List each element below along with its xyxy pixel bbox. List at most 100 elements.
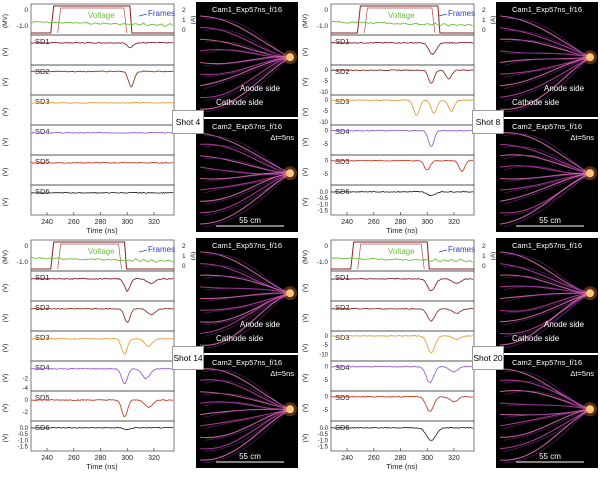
anode-glow — [586, 53, 594, 62]
streamer — [499, 292, 591, 323]
sd-name-label: SD3 — [35, 333, 50, 342]
x-tick-label: 300 — [121, 219, 133, 226]
sd-axis-unit: (V) — [2, 374, 9, 383]
frames-label: Frames — [448, 245, 475, 254]
streamer — [199, 56, 291, 65]
shot-panel: (MV) 0 -1.0 2 1 0 (A) Voltage Frames SD1 (V) SD2 (V)… — [302, 238, 598, 471]
sd-tick-label: -0.5 — [318, 432, 329, 438]
streamer — [503, 18, 591, 58]
anode-label: Anode side — [544, 320, 585, 329]
scale-label: 55 cm — [239, 452, 261, 461]
voltage-trace — [30, 256, 173, 264]
camera-label: Cam1_Exp57ns_f/16 — [512, 241, 582, 250]
streamer — [503, 56, 591, 90]
streamer — [503, 154, 591, 174]
voltage-axis-unit: (MV) — [2, 250, 9, 264]
sd-tick-label: 0 — [325, 129, 329, 135]
voltage-tick-label: -1.0 — [317, 23, 329, 30]
sd-tick-label: -2 — [23, 410, 29, 416]
x-axis-label: Time (ns) — [386, 226, 418, 235]
current-tick-label: 2 — [482, 243, 486, 250]
shot-panel: (MV) 0 -1.0 2 1 0 (A) Voltage Frames SD1 (V) SD2 (V)… — [2, 238, 298, 471]
scale-label: 55 cm — [539, 216, 561, 225]
sd-trace — [30, 161, 174, 164]
sd-plot-frame — [330, 270, 475, 302]
streamer — [203, 172, 291, 205]
sd-name-label: SD1 — [335, 273, 350, 282]
streamer — [499, 285, 591, 294]
anode-glow — [586, 169, 594, 178]
sd-axis-unit: (V) — [302, 48, 309, 57]
current-axis-unit: (A) — [190, 252, 197, 261]
streamer — [499, 408, 591, 450]
sd-plot-frame — [30, 420, 175, 452]
streamer — [503, 292, 591, 337]
sd-plot-frame — [30, 154, 175, 186]
streamer — [503, 380, 591, 410]
sd-trace — [330, 190, 474, 197]
sd-name-label: SD3 — [335, 97, 350, 106]
streamer — [503, 56, 591, 113]
sd-trace — [330, 307, 474, 322]
streamer — [503, 292, 591, 302]
sd-trace — [30, 307, 174, 323]
streamer — [199, 408, 291, 450]
sd-axis-unit: (V) — [302, 374, 309, 383]
x-tick-label: 240 — [41, 219, 53, 226]
scale-label: 55 cm — [239, 216, 261, 225]
anode-glow — [283, 166, 297, 181]
anode-glow — [283, 402, 297, 417]
frames-label: Frames — [148, 245, 175, 254]
streamer — [203, 275, 291, 294]
sd-trace — [30, 191, 174, 194]
streamer — [203, 135, 291, 174]
sd-axis-unit: (V) — [302, 404, 309, 413]
shot-label: Shot 20 — [472, 346, 504, 370]
sd-tick-label: -5 — [323, 142, 329, 148]
sd-name-label: SD5 — [35, 393, 50, 402]
sd-name-label: SD4 — [335, 363, 350, 372]
x-tick-label: 320 — [448, 219, 460, 226]
sd-name-label: SD3 — [35, 97, 50, 106]
sd-plot-frame — [330, 300, 475, 332]
streamer — [203, 369, 291, 410]
voltage-axis-unit: (MV) — [302, 250, 309, 264]
streamer — [499, 56, 591, 87]
anode-glow — [286, 169, 294, 178]
sd-trace — [331, 395, 474, 412]
x-tick-label: 240 — [341, 455, 353, 462]
sd-axis-unit: (V) — [302, 108, 309, 117]
sd-name-label: SD5 — [335, 393, 350, 402]
sd-plot-frame — [330, 390, 475, 422]
streamer — [199, 286, 291, 294]
sd-plot-frame — [330, 184, 475, 216]
voltage-label: Voltage — [88, 247, 115, 256]
streamer — [199, 56, 291, 110]
sd-tick-label: -5 — [323, 172, 329, 178]
dt-label: Δt=5ns — [270, 133, 294, 142]
sd-axis-unit: (V) — [302, 78, 309, 87]
current-tick-label: 2 — [482, 7, 486, 14]
sd-plot-frame — [330, 420, 475, 452]
sd-name-label: SD4 — [335, 127, 350, 136]
current-tick-label: 2 — [182, 7, 186, 14]
camera-label: Cam1_Exp57ns_f/16 — [512, 5, 582, 14]
current-axis-unit: (A) — [490, 16, 497, 25]
x-tick-label: 320 — [448, 455, 460, 462]
anode-glow — [286, 53, 294, 62]
frames-trace — [364, 7, 436, 34]
streamer — [199, 172, 291, 225]
current-tick-label: 0 — [482, 27, 486, 34]
sd-axis-unit: (V) — [2, 198, 9, 207]
sd-trace — [30, 101, 174, 104]
camera-label: Cam2_Exp57ns_f/16 — [512, 122, 582, 131]
voltage-trace — [30, 21, 173, 28]
dt-label: Δt=5ns — [270, 369, 294, 378]
streamer — [503, 172, 591, 228]
streamer — [203, 56, 291, 113]
sd-trace — [330, 277, 474, 292]
anode-glow — [583, 50, 597, 65]
anode-glow — [583, 286, 597, 301]
streamer — [199, 172, 291, 214]
sd-tick-label: -0.5 — [18, 432, 29, 438]
